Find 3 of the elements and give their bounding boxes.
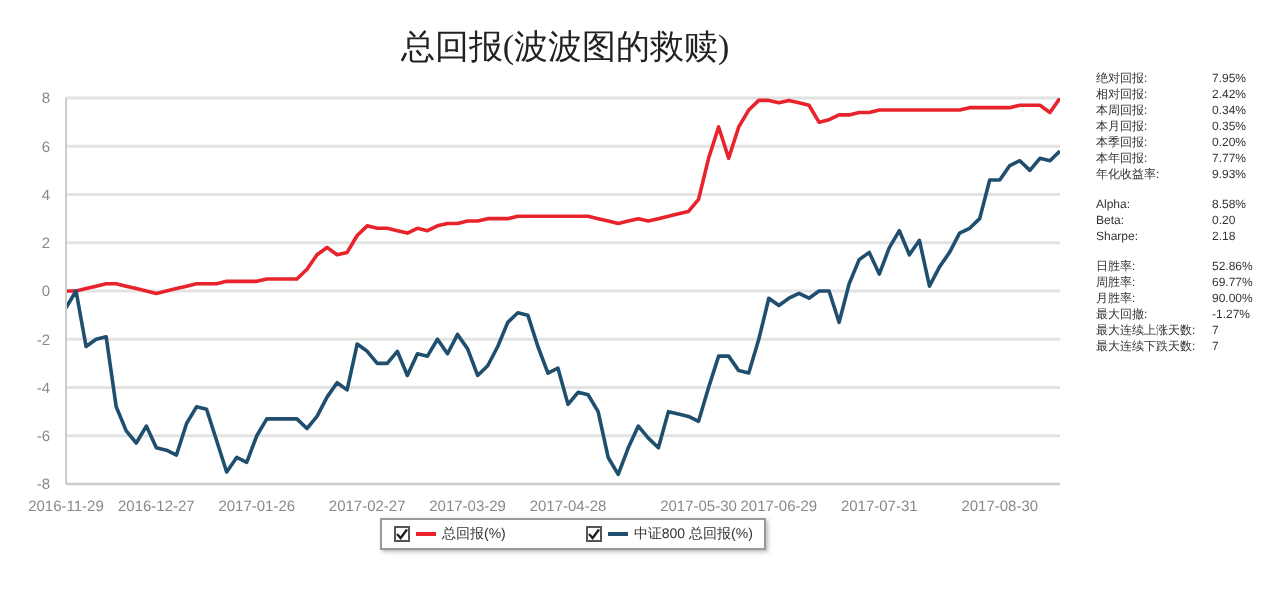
chart-title: 总回报(波波图的救赎) <box>398 26 732 70</box>
line-series <box>66 149 1060 477</box>
line-series <box>66 98 1060 296</box>
